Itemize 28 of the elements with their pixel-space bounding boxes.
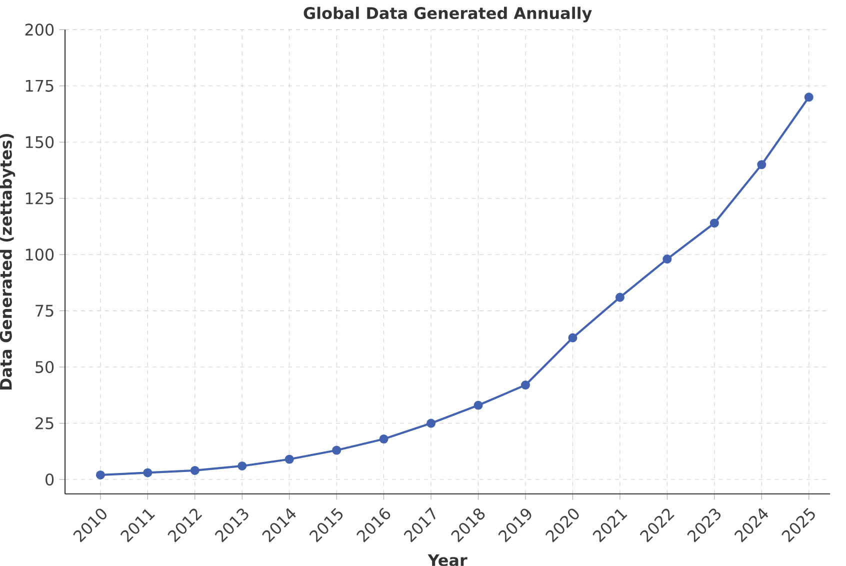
point	[96, 470, 105, 480]
point	[379, 434, 388, 444]
y-tick-label: 175	[26, 80, 54, 92]
point	[804, 92, 814, 102]
y-tick-label: 150	[26, 136, 54, 148]
point	[332, 446, 342, 455]
point	[710, 218, 719, 228]
point	[238, 462, 247, 471]
point	[757, 160, 766, 170]
y-tick-label: 200	[25, 24, 54, 36]
y-tick-label: 125	[26, 192, 54, 204]
y-tick-label: 100	[26, 248, 54, 261]
point	[474, 400, 483, 410]
point	[143, 468, 152, 478]
point	[520, 380, 530, 390]
point	[284, 454, 294, 464]
y-axis-title: Data Generated (zettabytes)	[0, 134, 16, 390]
y-tick-label: 25	[36, 417, 54, 430]
y-tick-label: 50	[36, 361, 54, 374]
y-tick-label: 75	[36, 304, 54, 317]
y-tick-label: 0	[46, 474, 54, 486]
point	[568, 333, 578, 342]
x-axis-title: Year	[428, 554, 468, 566]
point	[662, 254, 672, 264]
chart-title: Global Data Generated Annually	[304, 6, 592, 22]
point	[190, 466, 200, 476]
point	[426, 418, 436, 428]
point	[615, 292, 624, 302]
